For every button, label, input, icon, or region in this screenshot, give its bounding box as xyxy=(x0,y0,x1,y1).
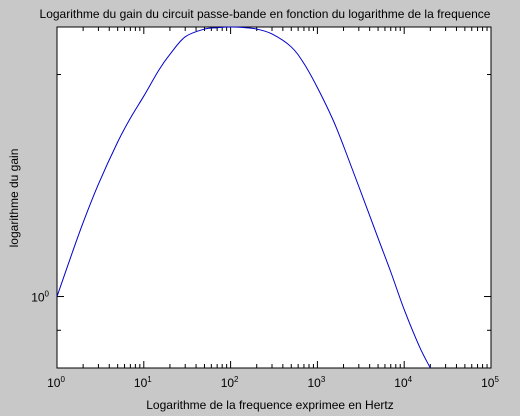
x-tick-exponent: 4 xyxy=(408,375,413,384)
x-tick-label: 104 xyxy=(394,375,412,390)
x-tick-label: 105 xyxy=(481,375,499,390)
y-tick-exponent: 0 xyxy=(45,290,50,299)
x-tick-exponent: 1 xyxy=(147,375,152,384)
x-tick-label: 102 xyxy=(221,375,239,390)
y-axis-label: logarithme du gain xyxy=(7,149,21,248)
x-tick-base: 10 xyxy=(394,376,408,390)
y-tick-base: 10 xyxy=(31,291,45,305)
x-tick-exponent: 2 xyxy=(234,375,239,384)
series-layer xyxy=(56,26,431,369)
x-tick-label: 100 xyxy=(47,375,65,390)
x-tick-base: 10 xyxy=(307,376,321,390)
plot-area xyxy=(56,26,492,369)
x-tick-label: 103 xyxy=(307,375,325,390)
gain-curve-line xyxy=(56,26,431,369)
chart-title: Logarithme du gain du circuit passe-band… xyxy=(40,7,491,21)
x-tick-base: 10 xyxy=(221,376,235,390)
x-tick-base: 10 xyxy=(481,376,495,390)
x-axis-label: Logarithme de la frequence exprimee en H… xyxy=(146,398,393,412)
x-tick-exponent: 3 xyxy=(321,375,326,384)
y-tick-label: 100 xyxy=(31,290,49,305)
x-tick-label: 101 xyxy=(134,375,152,390)
x-tick-base: 10 xyxy=(134,376,148,390)
x-tick-base: 10 xyxy=(47,376,61,390)
x-tick-exponent: 5 xyxy=(494,375,499,384)
x-tick-exponent: 0 xyxy=(60,375,65,384)
